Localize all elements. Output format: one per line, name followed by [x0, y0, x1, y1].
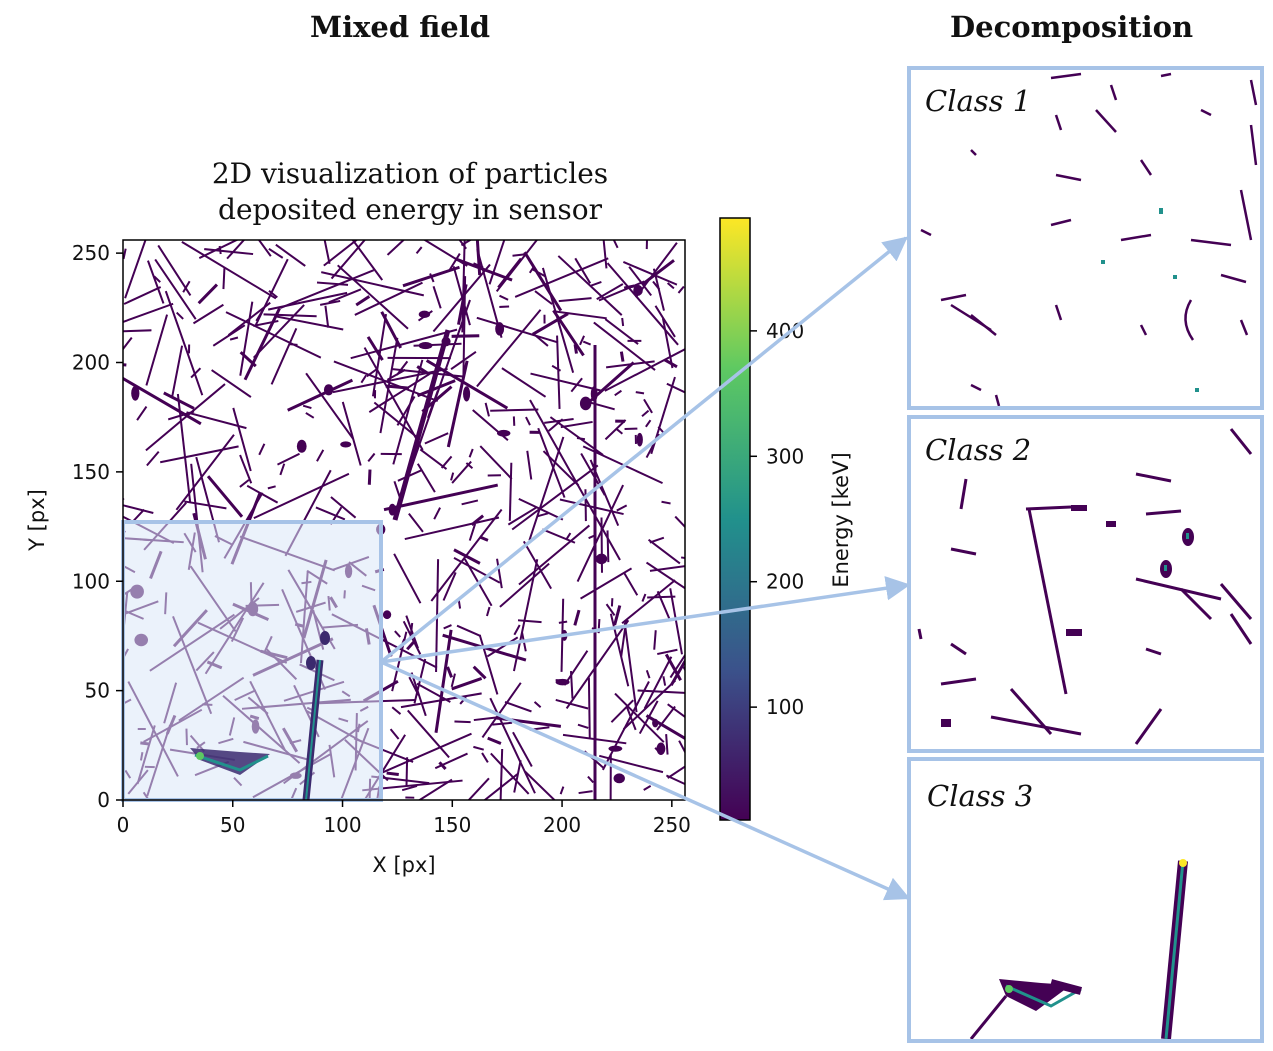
class-1-label: Class 1: [925, 84, 1032, 118]
class-3-label: Class 3: [927, 779, 1034, 813]
x-tick-label: 150: [433, 813, 471, 837]
plot-title-line1: 2D visualization of particles: [211, 157, 609, 190]
x-tick-label: 100: [323, 813, 361, 837]
x-axis-label: X [px]: [372, 853, 435, 877]
highlighted-tracks: [190, 631, 330, 801]
plot-title: 2D visualization of particles deposited …: [100, 156, 720, 228]
plot-frame: [122, 239, 686, 801]
colorbar-gradient: [719, 217, 751, 821]
colorbar-tick-label: 300: [766, 444, 804, 468]
x-tick-label: 250: [653, 813, 691, 837]
arrow-to-class-1: [379, 236, 908, 664]
class-3-tracks: [969, 859, 1188, 1039]
x-tick-label: 200: [543, 813, 581, 837]
colorbar-ticks: 100 200 300 400: [750, 319, 804, 719]
x-tick-label: 0: [117, 813, 130, 837]
y-tick-label: 0: [97, 788, 110, 812]
x-tick-label: 50: [220, 813, 245, 837]
plot-title-line2: deposited energy in sensor: [218, 193, 602, 226]
colorbar-tick-label: 200: [766, 570, 804, 594]
y-tick-label: 200: [72, 351, 110, 375]
y-tick-label: 250: [72, 241, 110, 265]
energy-map-plot: [121, 239, 686, 802]
class-1-tracks: [920, 72, 1258, 406]
class-2-tracks: [917, 428, 1253, 745]
y-axis-label: Y [px]: [25, 489, 49, 552]
colorbar-tick-label: 100: [766, 695, 804, 719]
class-2-label: Class 2: [925, 433, 1032, 467]
colorbar-tick-label: 400: [766, 319, 804, 343]
class-1-panel: Class 1: [907, 66, 1264, 410]
arrow-to-class-3: [380, 660, 911, 901]
particle-tracks: [123, 240, 685, 800]
y-tick-label: 100: [72, 569, 110, 593]
x-axis: 0 50 100 150 200 250: [117, 800, 691, 837]
colorbar: 100 200 300 400 Energy [keV]: [719, 217, 853, 821]
colorbar-label: Energy [keV]: [829, 452, 853, 587]
class-2-panel: Class 2: [907, 415, 1264, 753]
y-tick-label: 50: [85, 679, 110, 703]
y-tick-label: 150: [72, 460, 110, 484]
mixed-field-heading: Mixed field: [309, 10, 491, 44]
y-axis: 0 50 100 150 200 250: [72, 241, 123, 812]
decomposition-heading: Decomposition: [950, 10, 1194, 44]
arrow-to-class-2: [380, 576, 911, 664]
class-3-panel: Class 3: [907, 757, 1264, 1043]
decomposition-arrows: [379, 236, 911, 901]
